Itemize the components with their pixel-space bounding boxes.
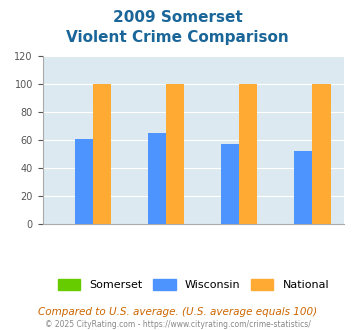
Bar — [294, 151, 312, 224]
Bar — [239, 84, 257, 224]
Text: Violent Crime Comparison: Violent Crime Comparison — [66, 30, 289, 45]
Text: 2009 Somerset: 2009 Somerset — [113, 10, 242, 25]
Text: Compared to U.S. average. (U.S. average equals 100): Compared to U.S. average. (U.S. average … — [38, 307, 317, 317]
Bar — [148, 133, 166, 224]
Bar — [221, 145, 239, 224]
Bar — [75, 139, 93, 224]
Bar — [312, 84, 331, 224]
Text: © 2025 CityRating.com - https://www.cityrating.com/crime-statistics/: © 2025 CityRating.com - https://www.city… — [45, 320, 310, 329]
Bar — [166, 84, 184, 224]
Legend: Somerset, Wisconsin, National: Somerset, Wisconsin, National — [54, 274, 333, 295]
Bar — [93, 84, 111, 224]
